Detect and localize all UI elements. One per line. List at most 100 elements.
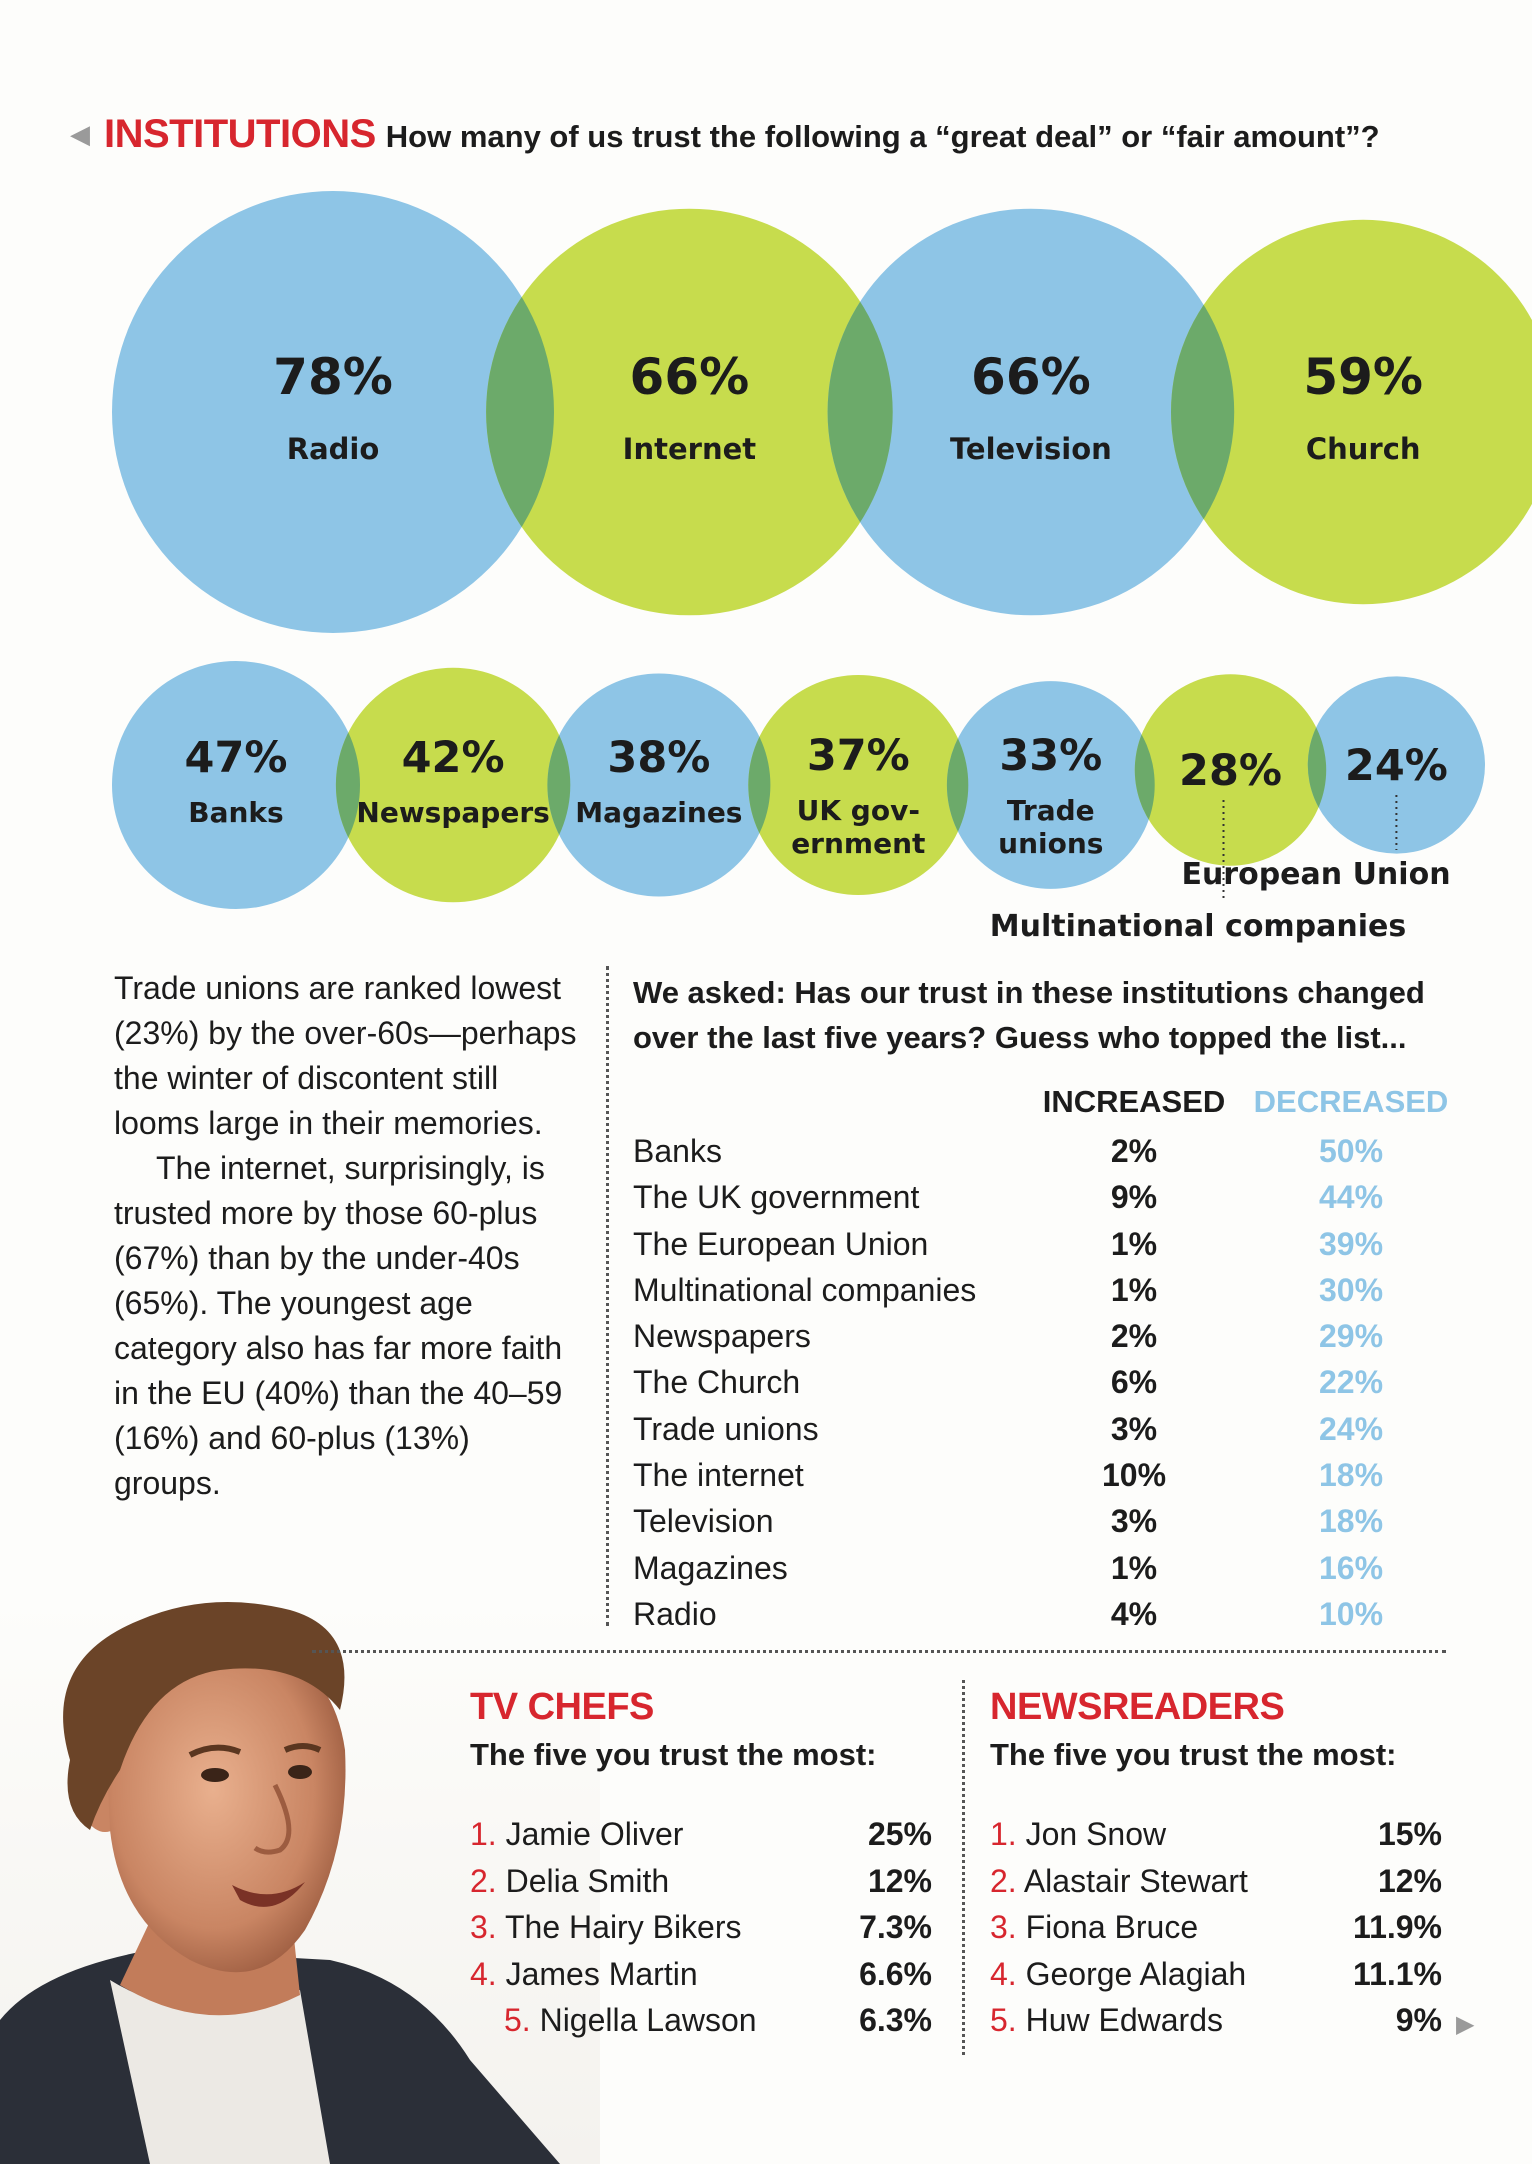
rank-number: 3. [990,1909,1026,1945]
brow-left [188,1744,242,1758]
bubble-internet [486,208,893,616]
bubble-european-union [1307,676,1485,854]
newsreaders-item: 1. Jon Snow 15% [990,1811,1442,1858]
newsreaders-title: NEWSREADERS [990,1686,1285,1728]
rank-percent: 6.6% [859,1955,932,1992]
bubble-label-magazines: Magazines [575,796,742,829]
bubble-value-banks: 47% [185,733,288,783]
bubble-overlap [1134,681,1155,866]
section-title: INSTITUTIONS [104,112,376,156]
row-name: The UK government [633,1179,920,1216]
rank-number: 4. [990,1955,1026,1992]
rank-name: Nigella Lawson [539,2002,757,2038]
row-decreased: 50% [1318,1133,1384,1169]
rank-number: 4. [470,1955,506,1992]
bubble-television [827,208,1235,616]
tv-chefs-ranking: TV CHEFS The five you trust the most: 1.… [470,1686,932,2044]
row-increased: 3% [1110,1410,1158,1447]
table-row: Trade unions 3% 24% [633,1406,1453,1452]
bubble-label-uk-gov-ernment: ernment [791,827,925,860]
rank-name: The Hairy Bikers [505,1909,742,1945]
bubble-label-church: Church [1306,432,1421,466]
newsreaders-item: 3. Fiona Bruce 11.9% [990,1904,1442,1951]
bubble-value-uk-gov-ernment: 37% [807,731,910,781]
row-name: Banks [633,1133,722,1169]
bubble-overlap [547,673,571,897]
bubble-radio [112,191,554,633]
row-increased: 2% [1110,1133,1158,1169]
bubble-value-european-union: 24% [1345,741,1448,791]
rank-percent: 6.3% [859,2002,932,2038]
t-shirt [110,1980,330,2164]
table-row: The Church 6% 22% [633,1359,1453,1405]
row-increased: 1% [1110,1271,1158,1308]
row-name: Trade unions [633,1410,819,1447]
rank-percent: 12% [1377,1862,1442,1899]
commentary-paragraph-1: Trade unions are ranked lowest (23%) by … [114,970,577,1141]
right-triangle-icon: ▶ [1456,2011,1475,2038]
bubble-label-trade-unions: unions [998,827,1103,860]
bubble-value-radio: 78% [273,348,393,406]
row-name: Television [633,1503,774,1540]
row-increased: 6% [1110,1364,1158,1401]
rank-percent: 7.3% [859,1909,932,1945]
row-name: Multinational companies [633,1271,977,1308]
bubble-banks [112,661,360,909]
tv-chefs-item: 5. Nigella Lawson 6.3% [470,1997,932,2044]
bubble-overlap [827,208,893,616]
rank-name: Delia Smith [505,1862,670,1899]
bubble-newspapers [335,667,571,903]
rank-name: George Alagiah [1025,1955,1247,1992]
section-question: How many of us trust the following a “gr… [385,119,1380,154]
bubble-label-european-union: European Union [1181,857,1450,892]
bubble-label-television: Television [950,432,1112,466]
row-increased: 4% [1110,1595,1158,1632]
rank-percent: 15% [1377,1816,1442,1852]
rank-percent: 11.9% [1353,1909,1442,1945]
brow-right [283,1743,322,1753]
row-increased: 3% [1110,1503,1158,1540]
left-triangle-icon: ◀ [70,119,90,149]
table-row: The European Union 1% 39% [633,1221,1453,1267]
rank-name: James Martin [505,1955,698,1992]
bubble-label-trade-unions: Trade [1007,794,1095,827]
rank-number: 3. [470,1909,505,1945]
bubble-value-internet: 66% [630,348,750,406]
newsreaders-ranking: NEWSREADERS The five you trust the most:… [990,1686,1442,2044]
column-header-decreased: DECREASED [1253,1084,1449,1119]
bubble-label-uk-gov-ernment: UK gov- [797,794,920,827]
tv-chefs-item: 2. Delia Smith 12% [470,1858,932,1905]
table-row: Newspapers 2% 29% [633,1313,1453,1359]
row-decreased: 29% [1318,1318,1384,1355]
tv-chefs-list: 1. Jamie Oliver 25% 2. Delia Smith 12% 3. Th… [470,1811,932,2044]
table-body: Banks 2% 50% The UK government 9% 44% The Euro… [633,1128,1453,1637]
rank-number: 5. [504,2002,540,2038]
section-header: ◀ INSTITUTIONS How many of us trust the … [70,112,1380,157]
table-row: Multinational companies 1% 30% [633,1267,1453,1313]
row-name: Radio [633,1595,717,1632]
bubble-overlap [748,675,771,895]
nose [253,1783,292,1855]
row-decreased: 10% [1318,1595,1384,1632]
bubble-multinational-companies [1134,674,1327,866]
eye-right [288,1765,312,1779]
rank-number: 1. [990,1816,1026,1852]
row-decreased: 22% [1318,1364,1384,1401]
row-decreased: 44% [1318,1179,1384,1216]
bubble-value-magazines: 38% [607,733,710,783]
column-header-increased: INCREASED [1042,1084,1226,1119]
bubble-value-trade-unions: 33% [999,731,1102,781]
row-increased: 9% [1110,1179,1158,1216]
rank-name: Huw Edwards [1025,2002,1223,2038]
rank-number: 1. [470,1816,506,1852]
newsreaders-item: 5. Huw Edwards 9% [990,1997,1442,2044]
table-question: We asked: Has our trust in these institu… [633,975,1425,1055]
tv-chefs-subtitle: The five you trust the most: [470,1737,877,1772]
commentary-paragraph-2: The internet, surprisingly, is trusted m… [114,1150,563,1501]
table-row: Banks 2% 50% [633,1128,1453,1174]
rank-percent: 25% [867,1816,932,1852]
bubble-magazines [547,673,771,897]
row-increased: 1% [1110,1549,1158,1586]
tv-chefs-item: 3. The Hairy Bikers 7.3% [470,1904,932,1951]
tv-chefs-item: 1. Jamie Oliver 25% [470,1811,932,1858]
